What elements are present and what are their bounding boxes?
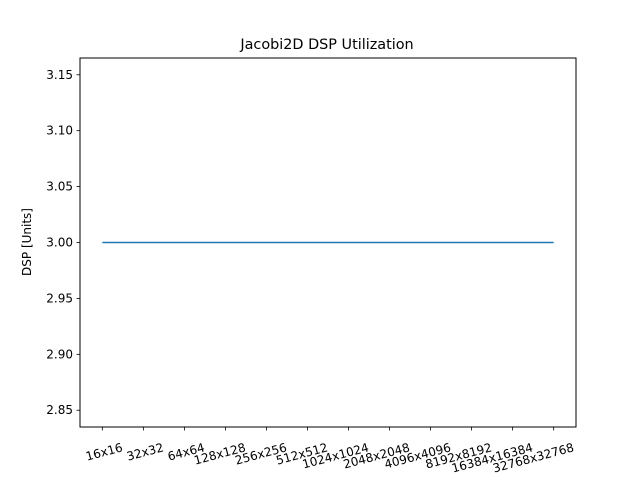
chart-title: Jacobi2D DSP Utilization <box>239 37 413 53</box>
y-tick-label: 2.85 <box>46 403 73 417</box>
y-tick-label: 3.15 <box>46 68 73 82</box>
y-axis-label: DSP [Units] <box>20 208 34 276</box>
y-tick-label: 2.95 <box>46 291 73 305</box>
y-tick-label: 3.00 <box>46 236 73 250</box>
y-tick-label: 3.05 <box>46 180 73 194</box>
y-tick-label: 3.10 <box>46 124 73 138</box>
plot-area-frame <box>79 57 577 428</box>
y-axis: 2.85 2.90 2.95 3.00 3.05 3.10 3.15 <box>46 68 80 417</box>
y-tick-label: 2.90 <box>46 347 73 361</box>
